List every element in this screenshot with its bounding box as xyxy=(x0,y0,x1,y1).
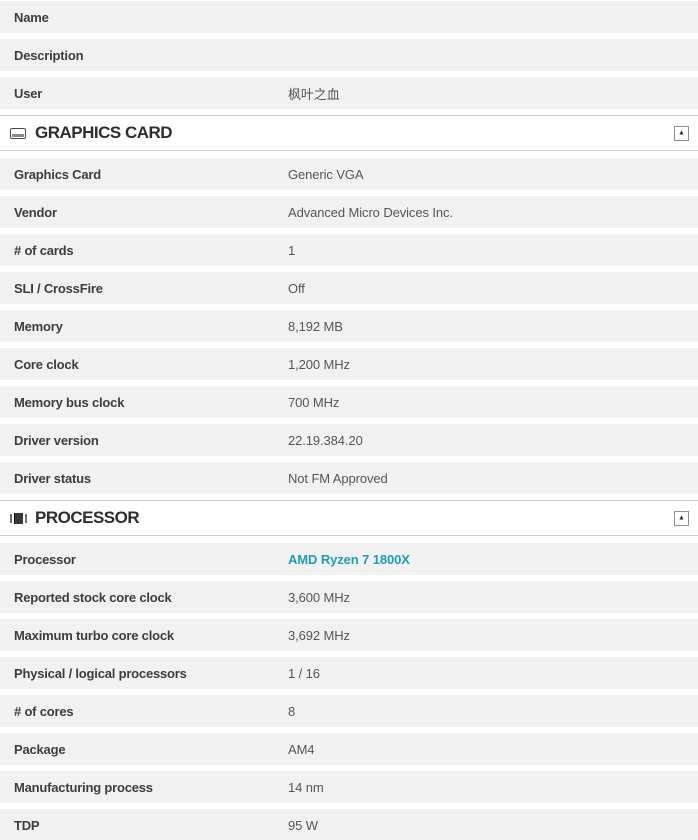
cpu-icon xyxy=(9,511,27,526)
row-label: Graphics Card xyxy=(14,166,101,182)
collapse-processor-button[interactable]: ▲ xyxy=(674,510,689,526)
row-value: Advanced Micro Devices Inc. xyxy=(288,204,453,220)
row-label: Memory bus clock xyxy=(14,394,125,410)
info-row-driver-version: Driver version 22.19.384.20 xyxy=(0,424,698,456)
row-label: Processor xyxy=(14,551,76,567)
info-row-manufacturing-process: Manufacturing process 14 nm xyxy=(0,771,698,803)
info-row-num-cards: # of cards 1 xyxy=(0,234,698,266)
info-row-vendor: Vendor Advanced Micro Devices Inc. xyxy=(0,196,698,228)
info-row-tdp: TDP 95 W xyxy=(0,809,698,840)
info-row-user: User 枫叶之血 xyxy=(0,77,698,109)
row-label: Package xyxy=(14,741,66,757)
row-label: Driver status xyxy=(14,470,91,486)
info-row-processor: Processor AMD Ryzen 7 1800X xyxy=(0,543,698,575)
row-value: 3,692 MHz xyxy=(288,627,350,643)
row-label: Description xyxy=(14,47,84,63)
row-value: 枫叶之血 xyxy=(288,86,340,102)
row-label: Maximum turbo core clock xyxy=(14,627,174,643)
collapse-graphics-card-button[interactable]: ▲ xyxy=(674,125,689,141)
processor-link[interactable]: AMD Ryzen 7 1800X xyxy=(288,551,410,567)
info-row-memory-bus-clock: Memory bus clock 700 MHz xyxy=(0,386,698,418)
row-value: 14 nm xyxy=(288,779,324,795)
section-graphics-card: GRAPHICS CARD ▲ Graphics Card Generic VG… xyxy=(0,115,698,494)
row-value: 1 / 16 xyxy=(288,665,320,681)
processor-header: PROCESSOR ▲ xyxy=(0,500,698,536)
row-label: SLI / CrossFire xyxy=(14,280,103,296)
info-row-graphics-card: Graphics Card Generic VGA xyxy=(0,158,698,190)
row-label: Driver version xyxy=(14,432,99,448)
row-value: Not FM Approved xyxy=(288,470,388,486)
info-row-description: Description xyxy=(0,39,698,71)
graphics-card-header: GRAPHICS CARD ▲ xyxy=(0,115,698,151)
row-value: AM4 xyxy=(288,741,315,757)
section-system-info: Name Description User 枫叶之血 xyxy=(0,1,698,109)
row-label: Reported stock core clock xyxy=(14,589,172,605)
monitor-icon xyxy=(9,126,27,141)
row-label: Memory xyxy=(14,318,63,334)
row-value: 22.19.384.20 xyxy=(288,432,363,448)
row-label: Vendor xyxy=(14,204,57,220)
row-label: Name xyxy=(14,9,49,25)
row-value: 8,192 MB xyxy=(288,318,343,334)
section-processor: PROCESSOR ▲ Processor AMD Ryzen 7 1800X … xyxy=(0,500,698,840)
section-title: PROCESSOR xyxy=(35,508,140,527)
info-row-name: Name xyxy=(0,1,698,33)
info-row-stock-core-clock: Reported stock core clock 3,600 MHz xyxy=(0,581,698,613)
row-label: # of cards xyxy=(14,242,74,258)
info-row-memory: Memory 8,192 MB xyxy=(0,310,698,342)
row-label: Manufacturing process xyxy=(14,779,153,795)
row-label: Physical / logical processors xyxy=(14,665,187,681)
row-value: Off xyxy=(288,280,305,296)
info-row-driver-status: Driver status Not FM Approved xyxy=(0,462,698,494)
info-row-sli-crossfire: SLI / CrossFire Off xyxy=(0,272,698,304)
row-label: # of cores xyxy=(14,703,74,719)
row-value: 95 W xyxy=(288,817,318,833)
chevron-up-icon: ▲ xyxy=(678,514,685,521)
info-row-package: Package AM4 xyxy=(0,733,698,765)
row-value: 1,200 MHz xyxy=(288,356,350,372)
info-row-turbo-core-clock: Maximum turbo core clock 3,692 MHz xyxy=(0,619,698,651)
row-label: Core clock xyxy=(14,356,79,372)
row-label: User xyxy=(14,85,43,101)
row-label: TDP xyxy=(14,817,40,833)
row-value: Generic VGA xyxy=(288,166,364,182)
row-value: 1 xyxy=(288,242,296,258)
info-row-core-clock: Core clock 1,200 MHz xyxy=(0,348,698,380)
info-row-physical-logical: Physical / logical processors 1 / 16 xyxy=(0,657,698,689)
info-row-num-cores: # of cores 8 xyxy=(0,695,698,727)
section-title: GRAPHICS CARD xyxy=(35,123,173,142)
row-value: 3,600 MHz xyxy=(288,589,350,605)
chevron-up-icon: ▲ xyxy=(678,129,685,136)
row-value: 8 xyxy=(288,703,296,719)
row-value: 700 MHz xyxy=(288,394,340,410)
